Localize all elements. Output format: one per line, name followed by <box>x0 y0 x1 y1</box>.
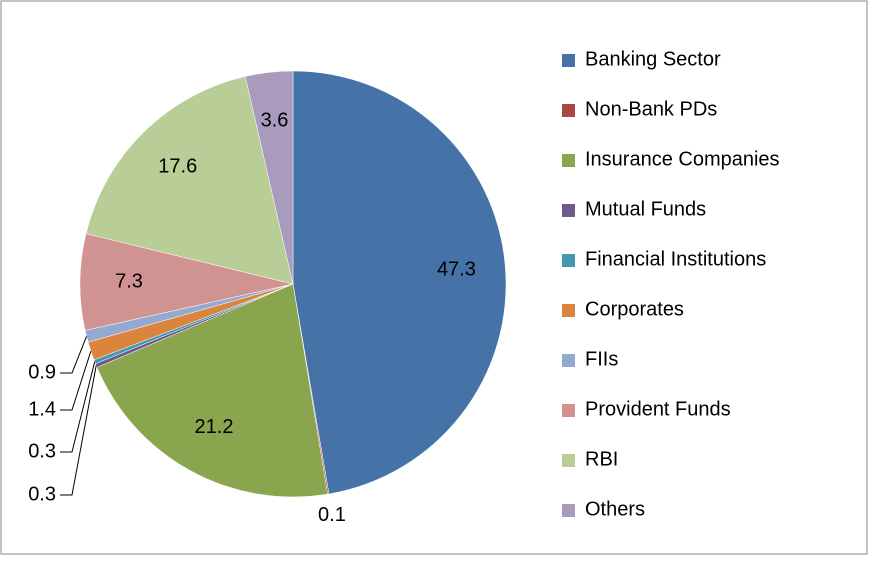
legend-swatch <box>562 454 575 467</box>
data-label: 0.3 <box>28 483 56 505</box>
leader-line <box>60 350 92 411</box>
legend-label: Financial Institutions <box>585 248 766 270</box>
legend-swatch <box>562 254 575 267</box>
leader-line <box>60 336 87 374</box>
data-label: 0.3 <box>28 440 56 462</box>
pie-slice <box>244 70 294 285</box>
legend-swatch <box>562 104 575 117</box>
pie-slice <box>96 283 328 498</box>
pie-slice <box>85 76 294 285</box>
legend-label: FIIs <box>585 348 618 370</box>
data-label: 3.6 <box>261 109 289 131</box>
legend-label: Corporates <box>585 298 684 320</box>
pie-slice <box>79 233 294 331</box>
data-label: 47.3 <box>437 258 476 280</box>
legend-label: Non-Bank PDs <box>585 98 717 120</box>
legend-swatch <box>562 154 575 167</box>
legend-swatch <box>562 204 575 217</box>
legend-label: Banking Sector <box>585 48 721 70</box>
legend-swatch <box>562 304 575 317</box>
data-label: 7.3 <box>115 271 143 293</box>
legend-swatch <box>562 54 575 67</box>
legend-swatch <box>562 404 575 417</box>
legend-label: Mutual Funds <box>585 198 706 220</box>
legend-label: Insurance Companies <box>585 148 780 170</box>
legend-label: Provident Funds <box>585 398 731 420</box>
legend-swatch <box>562 504 575 517</box>
leader-line <box>60 361 96 453</box>
data-label: 1.4 <box>28 398 56 420</box>
data-label: 0.1 <box>318 504 346 526</box>
leader-line <box>60 365 97 496</box>
data-label: 17.6 <box>158 156 197 178</box>
legend-swatch <box>562 354 575 367</box>
legend-label: RBI <box>585 448 618 470</box>
legend-label: Others <box>585 498 645 520</box>
data-label: 0.9 <box>28 361 56 383</box>
pie-slice <box>292 70 507 495</box>
data-label: 21.2 <box>195 416 234 438</box>
